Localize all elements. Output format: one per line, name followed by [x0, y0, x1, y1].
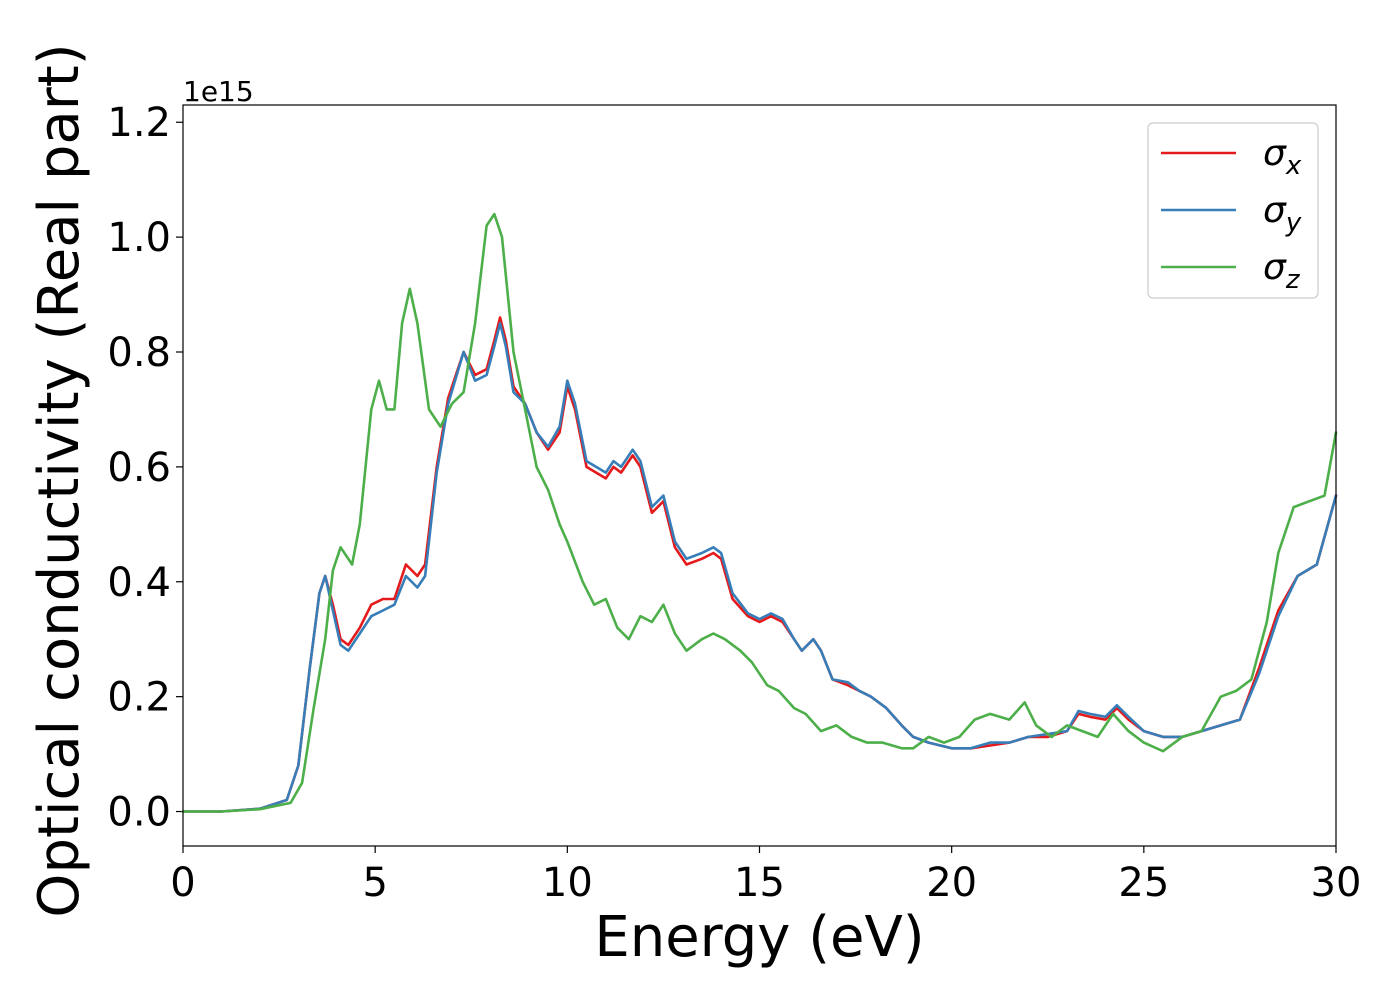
axes-frame	[182, 104, 1337, 847]
y-axis-offset-label: 1e15	[183, 75, 254, 108]
x-tick-label: 0	[170, 860, 195, 906]
legend-label-symbol: σ	[1263, 247, 1287, 288]
legend-label-symbol: σ	[1263, 190, 1287, 231]
legend-label-symbol: σ	[1263, 133, 1287, 174]
legend-label: σz	[1263, 247, 1301, 295]
axes: 0 5 10 15 20 25 30 0.0 0.2 0.4 0.6 0.8 1.0 1.2	[107, 100, 1361, 906]
legend-label: σy	[1263, 190, 1302, 238]
y-tick-label: 0.8	[107, 330, 171, 376]
y-tick-label: 0.4	[107, 560, 171, 606]
y-tick-label: 1.0	[107, 215, 171, 261]
series-line-z	[181, 212, 1338, 813]
plot-frame	[182, 104, 1337, 847]
x-tick-label: 5	[362, 860, 387, 906]
y-tick-label: 1.2	[107, 100, 171, 146]
x-axis-label: Energy (eV)	[594, 905, 924, 970]
series-line-y	[181, 322, 1338, 813]
legend-label-subscript: z	[1285, 265, 1301, 295]
legend-label: σx	[1263, 133, 1302, 181]
y-tick-label: 0.6	[107, 445, 171, 491]
y-axis-label: Optical conductivity (Real part)	[27, 43, 92, 917]
legend-label-subscript: y	[1285, 208, 1302, 238]
x-tick-label: 20	[926, 860, 977, 906]
x-tick-label: 15	[734, 860, 785, 906]
series-line-x	[181, 316, 1338, 813]
x-tick-label: 30	[1311, 860, 1362, 906]
plot-area	[181, 212, 1338, 813]
x-tick-label: 25	[1118, 860, 1169, 906]
y-tick-label: 0.0	[107, 790, 171, 836]
legend-label-subscript: x	[1285, 151, 1302, 181]
y-tick-label: 0.2	[107, 675, 171, 721]
x-tick-label: 10	[542, 860, 593, 906]
